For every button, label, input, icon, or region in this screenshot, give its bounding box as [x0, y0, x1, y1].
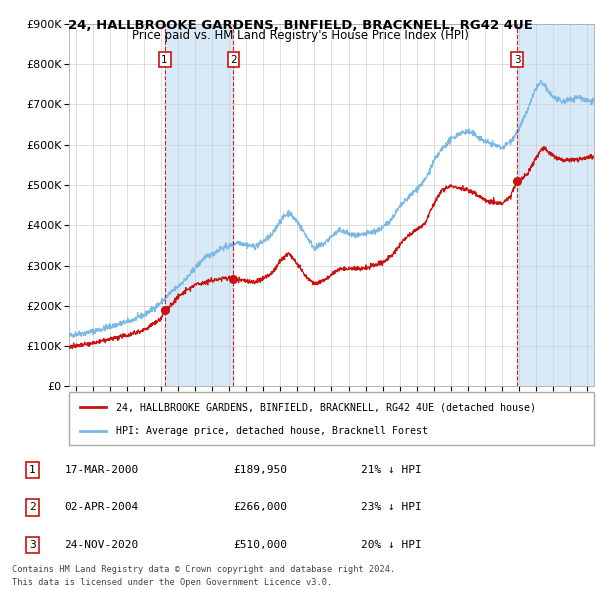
Text: 24, HALLBROOKE GARDENS, BINFIELD, BRACKNELL, RG42 4UE (detached house): 24, HALLBROOKE GARDENS, BINFIELD, BRACKN…	[116, 402, 536, 412]
Text: 3: 3	[514, 55, 521, 65]
Bar	[517, 24, 594, 386]
Text: 17-MAR-2000: 17-MAR-2000	[64, 465, 139, 474]
Text: Contains HM Land Registry data © Crown copyright and database right 2024.: Contains HM Land Registry data © Crown c…	[12, 565, 395, 574]
Text: £266,000: £266,000	[233, 503, 287, 512]
Text: 2: 2	[29, 503, 36, 512]
Text: 3: 3	[29, 540, 36, 550]
Text: 1: 1	[29, 465, 36, 474]
Text: £189,950: £189,950	[233, 465, 287, 474]
Text: 02-APR-2004: 02-APR-2004	[64, 503, 139, 512]
Text: Price paid vs. HM Land Registry's House Price Index (HPI): Price paid vs. HM Land Registry's House …	[131, 30, 469, 42]
Text: £510,000: £510,000	[233, 540, 287, 550]
Text: 23% ↓ HPI: 23% ↓ HPI	[361, 503, 422, 512]
Text: This data is licensed under the Open Government Licence v3.0.: This data is licensed under the Open Gov…	[12, 578, 332, 587]
Text: HPI: Average price, detached house, Bracknell Forest: HPI: Average price, detached house, Brac…	[116, 425, 428, 435]
Text: 24-NOV-2020: 24-NOV-2020	[64, 540, 139, 550]
Text: 20% ↓ HPI: 20% ↓ HPI	[361, 540, 422, 550]
Text: 21% ↓ HPI: 21% ↓ HPI	[361, 465, 422, 474]
Text: 24, HALLBROOKE GARDENS, BINFIELD, BRACKNELL, RG42 4UE: 24, HALLBROOKE GARDENS, BINFIELD, BRACKN…	[68, 19, 532, 32]
Bar	[164, 24, 233, 386]
Text: 1: 1	[161, 55, 168, 65]
Text: 2: 2	[230, 55, 237, 65]
